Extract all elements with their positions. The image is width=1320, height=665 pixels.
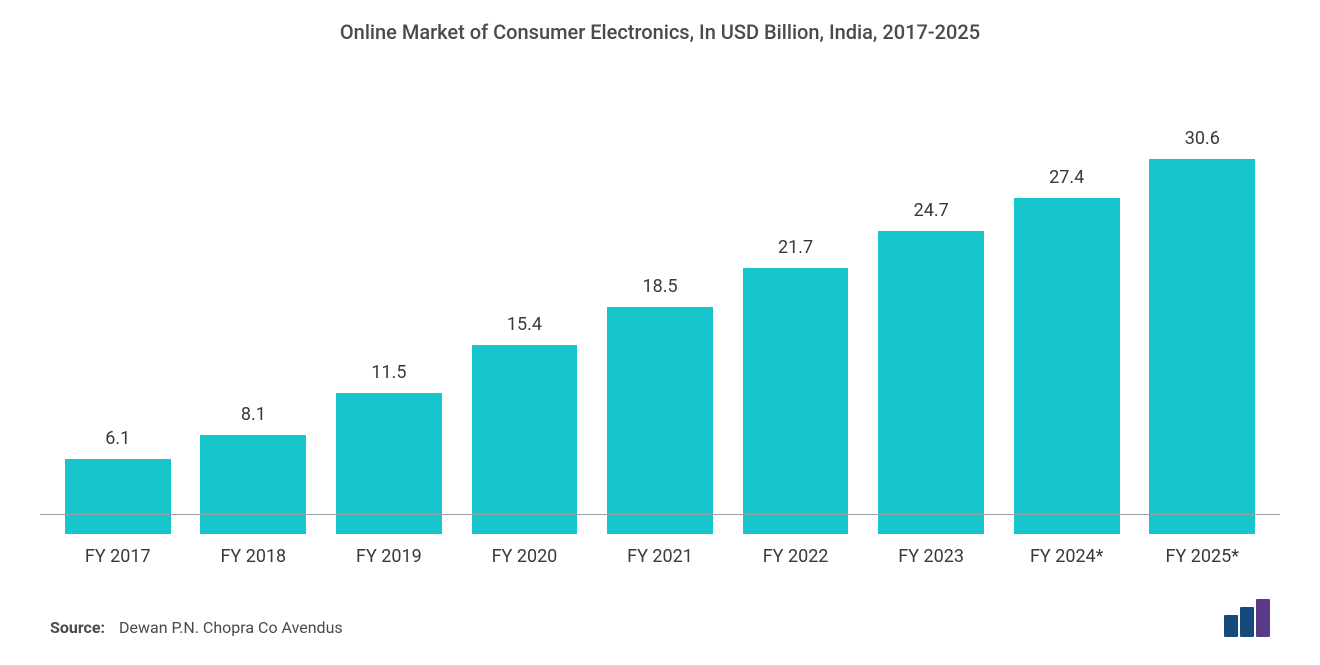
bar (607, 307, 713, 534)
bar-value-label: 18.5 (642, 276, 677, 297)
bar-value-label: 30.6 (1185, 128, 1220, 149)
bar-value-label: 6.1 (105, 428, 130, 449)
bar-group: 21.7 (728, 94, 864, 534)
logo-bar (1240, 607, 1254, 637)
chart-footer: Source: Dewan P.N. Chopra Co Avendus (50, 599, 1270, 637)
bar (65, 459, 171, 534)
bar-group: 15.4 (457, 94, 593, 534)
x-axis-labels: FY 2017FY 2018FY 2019FY 2020FY 2021FY 20… (40, 534, 1280, 567)
x-axis-label: FY 2022 (728, 546, 864, 567)
bar (336, 393, 442, 534)
x-axis-label: FY 2018 (186, 546, 322, 567)
source-citation: Source: Dewan P.N. Chopra Co Avendus (50, 618, 343, 637)
bar-value-label: 11.5 (371, 362, 406, 383)
bar (200, 435, 306, 534)
bar-value-label: 8.1 (241, 404, 266, 425)
x-axis-label: FY 2021 (592, 546, 728, 567)
x-axis-label: FY 2023 (863, 546, 999, 567)
bar-group: 6.1 (50, 94, 186, 534)
x-axis-label: FY 2025* (1135, 546, 1271, 567)
x-axis-label: FY 2024* (999, 546, 1135, 567)
bar (878, 231, 984, 534)
bar-group: 18.5 (592, 94, 728, 534)
logo-bar (1224, 615, 1238, 637)
bar-value-label: 24.7 (914, 200, 949, 221)
bar (1014, 198, 1120, 534)
chart-title: Online Market of Consumer Electronics, I… (40, 20, 1280, 44)
bar (1149, 159, 1255, 534)
bar (472, 345, 578, 534)
x-axis-label: FY 2020 (457, 546, 593, 567)
brand-logo (1224, 599, 1270, 637)
bar-value-label: 15.4 (507, 314, 542, 335)
source-text: Dewan P.N. Chopra Co Avendus (119, 618, 343, 637)
source-label: Source: (50, 618, 105, 637)
logo-bar (1256, 599, 1270, 637)
bar-group: 24.7 (863, 94, 999, 534)
x-axis-label: FY 2017 (50, 546, 186, 567)
bar-group: 8.1 (186, 94, 322, 534)
x-axis-label: FY 2019 (321, 546, 457, 567)
bar-group: 11.5 (321, 94, 457, 534)
bar-value-label: 21.7 (778, 237, 813, 258)
bar-group: 30.6 (1135, 94, 1271, 534)
bar-group: 27.4 (999, 94, 1135, 534)
bar-value-label: 27.4 (1049, 167, 1084, 188)
x-axis-line (40, 514, 1280, 515)
chart-plot-area: 6.1 8.1 11.5 15.4 18.5 21.7 24.7 27.4 30.6 (40, 94, 1280, 534)
bar (743, 268, 849, 534)
